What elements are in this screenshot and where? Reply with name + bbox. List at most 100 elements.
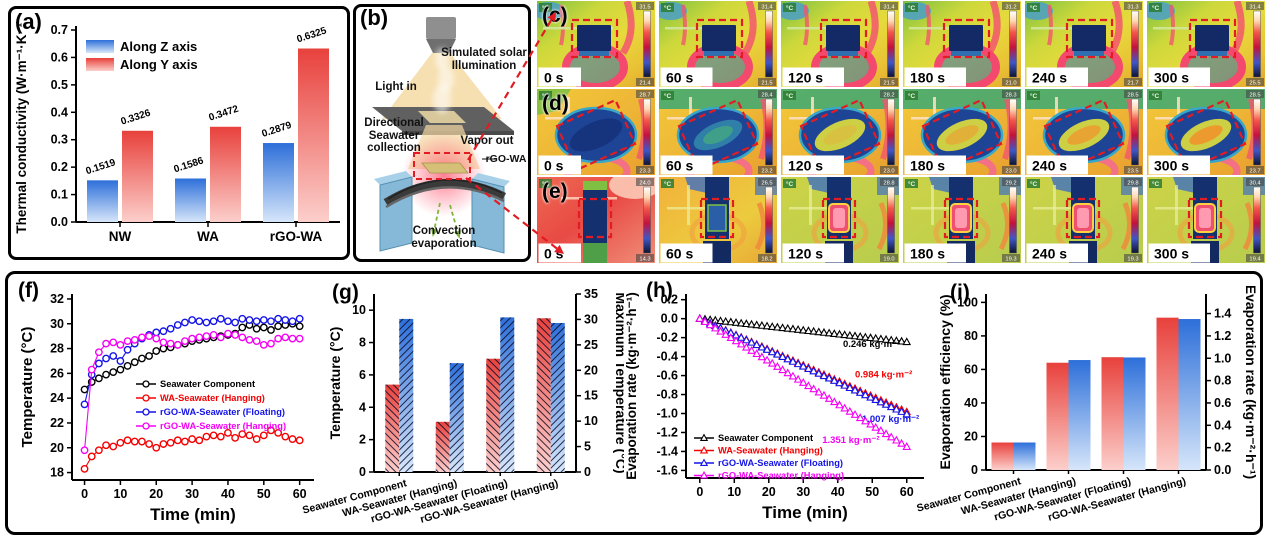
- time-chip: [1148, 67, 1210, 87]
- temperature-time-chart: 18 20 22 24 26 28 30 32 0 10 20 30 40 50 60 Time (min) T…: [19, 292, 314, 524]
- panel-f-label: (f): [18, 279, 39, 302]
- bar-y-NW: [122, 130, 153, 222]
- colorbar-min: 19.0: [883, 257, 894, 263]
- unit-chip: [783, 179, 796, 188]
- svg-text:1.2: 1.2: [1214, 329, 1231, 343]
- colorbar-min: 19.3: [1127, 257, 1138, 263]
- unit-chip: [661, 91, 674, 100]
- colorbar-min: 21.4: [639, 81, 651, 87]
- colorbar-max: 29.8: [1127, 181, 1138, 187]
- colorbar-min: 19.3: [1005, 257, 1016, 263]
- svg-text:Thermal conductivity (W·m⁻¹·K⁻: Thermal conductivity (W·m⁻¹·K⁻¹): [14, 22, 29, 234]
- thermal-frame-c-1: 31.4 21.5 °C 60 s: [659, 1, 777, 87]
- colorbar-max: 31.5: [639, 5, 650, 11]
- thermal-frame-e-2: 28.8 19.0 °C 120 s: [781, 177, 899, 263]
- label-simulated-solar: Simulated solar Illumination: [441, 47, 527, 72]
- svg-text:Evaporation rate (kg·m⁻²·h⁻¹): Evaporation rate (kg·m⁻²·h⁻¹): [1243, 286, 1259, 479]
- svg-text:0.5: 0.5: [51, 78, 68, 92]
- axes: 0.2 0.0 -0.2 -0.4 -0.6 -0.8 -1.0 -1.2 -1.4 -1.6 0 1…: [656, 293, 924, 499]
- svg-text:°C: °C: [542, 4, 550, 12]
- cold-sample-region: [949, 25, 983, 51]
- svg-text:0.1: 0.1: [51, 188, 68, 202]
- label-light-in: Light in: [375, 81, 417, 93]
- colorbar: [887, 98, 895, 166]
- svg-text:5: 5: [584, 440, 591, 454]
- svg-text:40: 40: [831, 485, 845, 499]
- thermal-frame-c-5: 31.4 25.5 °C 300 s: [1147, 1, 1265, 87]
- time-chip: [1026, 67, 1088, 87]
- colorbar: [1253, 186, 1261, 254]
- svg-text:30: 30: [796, 485, 810, 499]
- time-chip: [1026, 243, 1088, 263]
- colorbar: [765, 10, 773, 78]
- svg-text:30: 30: [50, 317, 64, 331]
- roi-box: [1187, 197, 1223, 239]
- unit-chip: [1149, 179, 1162, 188]
- svg-text:°C: °C: [908, 4, 916, 12]
- colorbar-max: 28.3: [1005, 93, 1016, 99]
- svg-text:10: 10: [113, 487, 127, 501]
- svg-text:100: 100: [957, 295, 978, 309]
- colorbar-max: 31.3: [1127, 5, 1138, 11]
- svg-text:0.2: 0.2: [51, 160, 68, 174]
- annotation: 1.007 kg·m⁻²: [862, 414, 919, 425]
- svg-text:20: 20: [149, 487, 163, 501]
- svg-text:0.4: 0.4: [51, 105, 68, 119]
- roi-box: [1065, 18, 1114, 59]
- time-label: 240 s: [1032, 158, 1067, 174]
- colorbar-min: 25.5: [1249, 81, 1260, 87]
- svg-text:°C: °C: [1030, 4, 1038, 12]
- colorbar: [1009, 98, 1017, 166]
- svg-text:Temperature (°C): Temperature (°C): [19, 327, 36, 448]
- panel-h: (h) 0.2 0.0 -0.2 -0.4 -0.6 -0.8 -1.0 -1.2 -1.4 -1…: [620, 278, 938, 530]
- bar-z-rGO-WA: [263, 143, 294, 222]
- time-label: 0 s: [544, 246, 564, 262]
- svg-text:1.4: 1.4: [1214, 307, 1231, 321]
- unit-chip: [1149, 91, 1162, 100]
- colorbar: [1131, 98, 1139, 166]
- colorbar-max: 28.5: [1127, 93, 1138, 99]
- roi-box: [699, 197, 735, 239]
- axes: 18 20 22 24 26 28 30 32 0 10 20 30 40 50 60: [50, 292, 314, 501]
- unit-chip: [783, 91, 796, 100]
- legend: Seawater Component WA-Seawater (Hanging) r…: [136, 379, 286, 431]
- svg-text:0: 0: [971, 463, 978, 477]
- svg-text:0.2: 0.2: [661, 293, 678, 307]
- svg-text:Maximum Temperature (°C): Maximum Temperature (°C): [613, 292, 624, 473]
- panel-a: (a) 0.0 0.1 0.2 0.3 0.4 0.5 0.6 0.7 NW WA rGO-WA 0.…: [8, 6, 350, 260]
- svg-text:26: 26: [50, 366, 64, 380]
- svg-text:rGO-WA-Seawater (Hanging): rGO-WA-Seawater (Hanging): [718, 471, 844, 481]
- time-chip: [904, 67, 966, 87]
- svg-text:20: 20: [584, 363, 598, 377]
- bar-right-rGO-WA-Seawater (Floating): [1123, 357, 1146, 470]
- thermal-frame-e-4: 29.8 19.3 °C 240 s: [1025, 177, 1143, 263]
- thermal-conductivity-chart: 0.0 0.1 0.2 0.3 0.4 0.5 0.6 0.7 NW WA rGO-WA 0.1519…: [14, 22, 340, 244]
- colorbar-min: 21.5: [761, 81, 772, 87]
- svg-text:rGO-WA-Seawater (Floating): rGO-WA-Seawater (Floating): [160, 407, 285, 417]
- axes: 0.0 0.1 0.2 0.3 0.4 0.5 0.6 0.7 NW WA rGO-WA: [51, 23, 340, 244]
- time-chip: [1148, 243, 1210, 263]
- svg-text:Seawater Component: Seawater Component: [718, 433, 813, 443]
- time-label: 0 s: [544, 70, 564, 86]
- svg-text:8: 8: [359, 336, 366, 350]
- svg-text:10: 10: [584, 414, 598, 428]
- label-convection-evaporation: Convection evaporation: [411, 225, 477, 250]
- panel-h-label: (h): [646, 279, 673, 302]
- svg-text:°C: °C: [664, 4, 672, 12]
- unit-chip: [1027, 3, 1040, 12]
- svg-text:6: 6: [359, 368, 366, 382]
- bars: [991, 317, 1201, 470]
- svg-text:-1.6: -1.6: [656, 463, 678, 477]
- colorbar: [1131, 186, 1139, 254]
- svg-text:Seawater Component: Seawater Component: [160, 379, 255, 389]
- svg-text:Along Z axis: Along Z axis: [120, 39, 197, 54]
- cold-sample-region: [1072, 25, 1106, 51]
- svg-text:°C: °C: [908, 180, 916, 188]
- series-WA-Seawater (Hanging): [80, 426, 304, 473]
- colorbar-max: 28.4: [761, 93, 773, 99]
- svg-text:40: 40: [964, 396, 978, 410]
- svg-text:0.0: 0.0: [661, 312, 678, 326]
- plate-hole: [418, 111, 466, 123]
- svg-text:Temperature (°C): Temperature (°C): [327, 327, 343, 440]
